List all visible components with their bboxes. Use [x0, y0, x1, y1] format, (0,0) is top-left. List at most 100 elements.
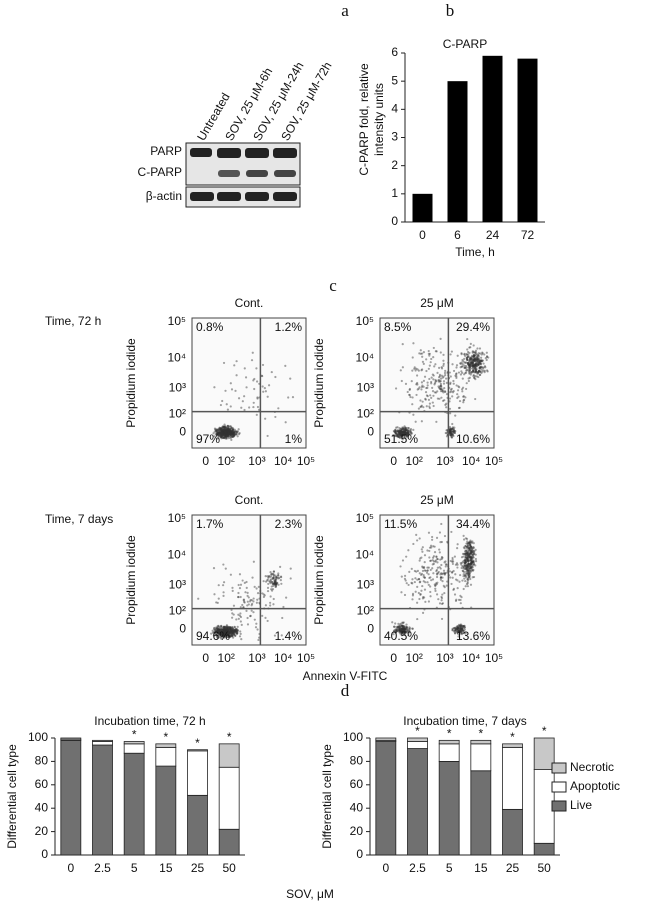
event-dot: [227, 635, 230, 639]
event-dot: [408, 393, 411, 396]
event-dot: [402, 626, 405, 629]
event-dot: [473, 354, 476, 357]
event-dot: [220, 431, 223, 434]
event-dot: [269, 601, 272, 604]
event-dot: [410, 380, 413, 383]
event-dot: [404, 432, 407, 435]
plot-title: 25 μM: [420, 493, 454, 507]
event-dot: [472, 363, 475, 367]
event-dot: [399, 429, 403, 432]
event-dot: [227, 426, 230, 429]
x-tick-label: 50: [222, 861, 236, 875]
event-dot: [400, 429, 403, 432]
event-dot: [401, 438, 404, 441]
event-dot: [225, 631, 228, 634]
event-dot: [427, 531, 431, 534]
event-dot: [231, 627, 234, 630]
event-dot: [426, 394, 429, 398]
event-dot: [224, 632, 227, 635]
event-dot: [227, 628, 230, 631]
event-dot: [441, 376, 444, 379]
event-dot: [403, 632, 406, 635]
event-dot: [398, 436, 401, 439]
event-dot: [469, 583, 473, 586]
event-dot: [231, 428, 234, 432]
event-dot: [437, 379, 440, 382]
x-tick-label: 10²: [218, 651, 235, 665]
event-dot: [449, 388, 453, 391]
event-dot: [217, 631, 220, 635]
event-dot: [227, 430, 230, 433]
event-dot: [224, 428, 227, 431]
event-dot: [216, 433, 219, 436]
bar-segment: [218, 766, 240, 830]
event-dot: [482, 369, 485, 372]
event-dot: [227, 431, 230, 434]
event-dot: [224, 630, 228, 633]
event-dot: [471, 364, 474, 367]
event-dot: [231, 432, 234, 435]
event-dot: [215, 627, 218, 630]
event-dot: [218, 433, 221, 436]
x-tick-label: 10⁵: [485, 454, 503, 468]
event-dot: [223, 630, 226, 633]
event-dot: [225, 432, 229, 436]
event-dot: [403, 431, 407, 434]
event-dot: [483, 369, 486, 372]
event-dot: [237, 617, 240, 620]
event-dot: [461, 570, 465, 573]
event-dot: [401, 621, 404, 624]
event-dot: [225, 435, 228, 439]
y-axis-label: intensity units: [372, 83, 386, 156]
event-dot: [224, 435, 227, 438]
event-dot: [220, 430, 223, 433]
event-dot: [221, 627, 224, 630]
event-dot: [225, 434, 228, 437]
event-dot: [197, 597, 200, 600]
event-dot: [216, 625, 219, 628]
event-dot: [431, 567, 434, 570]
event-dot: [396, 433, 399, 436]
event-dot: [241, 603, 244, 607]
event-dot: [277, 572, 280, 575]
event-dot: [451, 430, 454, 433]
event-dot: [460, 361, 463, 364]
event-dot: [226, 629, 229, 633]
event-dot: [401, 628, 404, 631]
event-dot: [439, 389, 443, 393]
event-dot: [222, 581, 226, 584]
event-dot: [233, 629, 236, 632]
event-dot: [403, 628, 406, 631]
event-dot: [474, 364, 478, 367]
event-dot: [470, 354, 474, 357]
event-dot: [230, 631, 233, 634]
event-dot: [469, 357, 472, 360]
event-dot: [411, 578, 414, 581]
event-dot: [440, 367, 444, 370]
event-dot: [401, 434, 405, 437]
event-dot: [222, 431, 225, 435]
event-dot: [480, 356, 483, 359]
event-dot: [272, 573, 275, 576]
event-dot: [275, 584, 278, 587]
event-dot: [399, 625, 402, 628]
event-dot: [215, 429, 218, 432]
event-dot: [463, 568, 466, 571]
event-dot: [462, 399, 465, 402]
event-dot: [220, 437, 223, 440]
event-dot: [223, 627, 226, 630]
event-dot: [226, 429, 229, 432]
event-dot: [472, 350, 475, 353]
event-dot: [226, 433, 229, 436]
event-dot: [462, 395, 465, 398]
event-dot: [401, 624, 404, 628]
event-dot: [220, 432, 223, 435]
event-dot: [235, 631, 238, 634]
event-dot: [414, 590, 417, 593]
event-dot: [444, 369, 447, 372]
event-dot: [470, 556, 473, 559]
event-dot: [473, 359, 477, 362]
event-dot: [469, 361, 472, 364]
event-dot: [433, 365, 436, 368]
event-dot: [225, 431, 229, 435]
